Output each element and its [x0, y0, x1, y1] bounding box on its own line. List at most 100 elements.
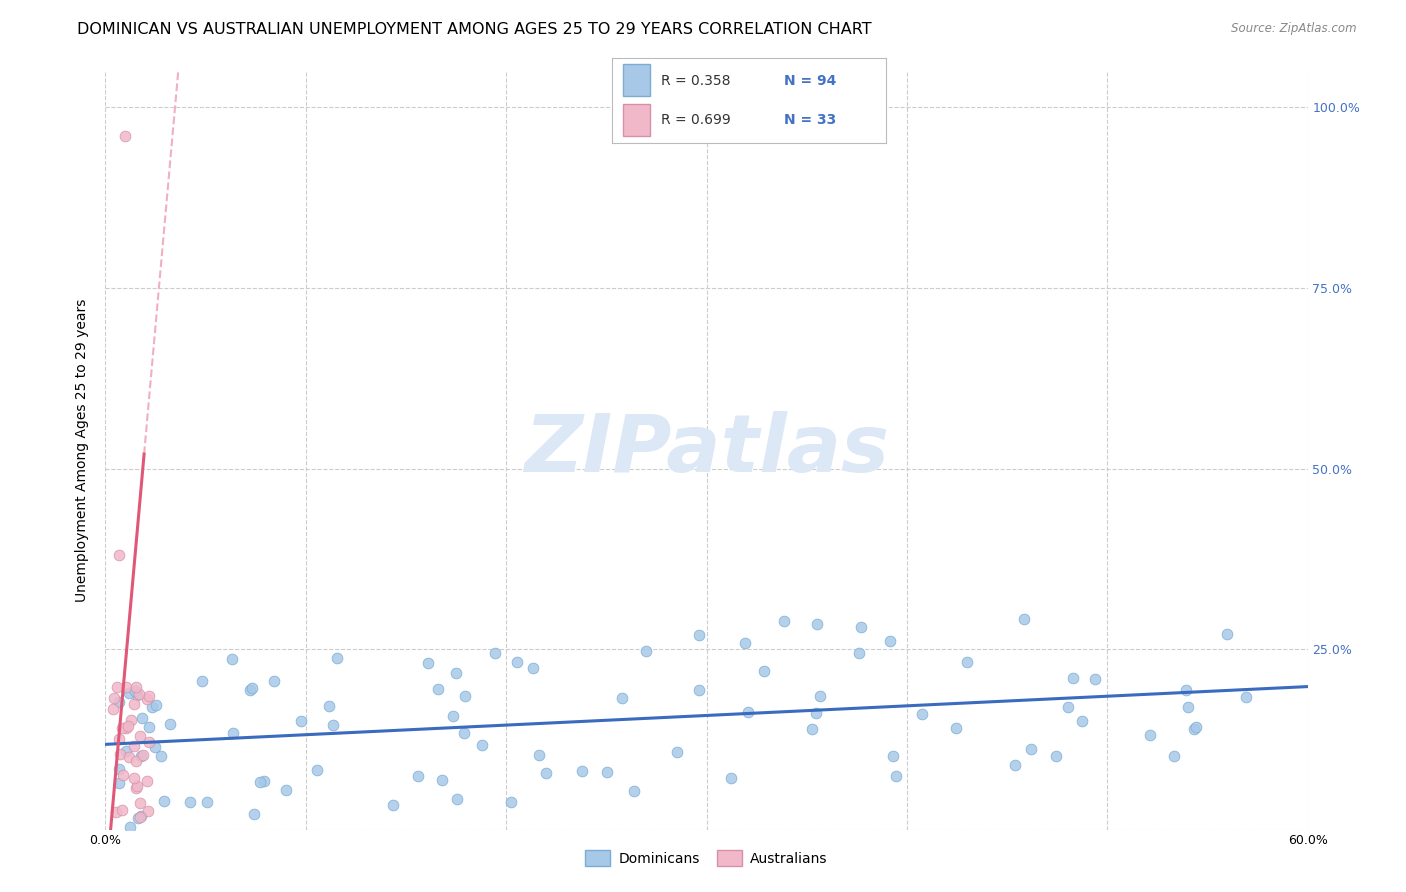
Point [571, 764, 593, 779]
Point [955, 655, 977, 669]
Text: Source: ZipAtlas.com: Source: ZipAtlas.com [1232, 22, 1357, 36]
Point [115, 744, 138, 758]
Point [446, 792, 468, 806]
Point [122, 697, 145, 711]
Point [1019, 742, 1042, 756]
Point [129, 749, 152, 764]
Point [886, 770, 908, 784]
Point [125, 781, 148, 796]
Point [808, 689, 831, 703]
Point [1012, 612, 1035, 626]
Point [114, 129, 136, 144]
Point [484, 646, 506, 660]
Point [851, 620, 873, 634]
Point [290, 714, 312, 729]
Point [115, 721, 138, 735]
Point [129, 809, 152, 823]
Point [634, 643, 657, 657]
Point [522, 660, 544, 674]
Point [752, 664, 775, 678]
Point [322, 718, 344, 732]
Point [107, 695, 129, 709]
Point [111, 722, 134, 736]
Point [527, 747, 550, 762]
Point [141, 700, 163, 714]
Point [1139, 728, 1161, 742]
Point [734, 636, 756, 650]
Point [1177, 699, 1199, 714]
Point [103, 690, 125, 705]
Point [305, 764, 328, 778]
Legend: Dominicans, Australians: Dominicans, Australians [579, 845, 834, 871]
Point [326, 651, 349, 665]
Point [688, 682, 710, 697]
Point [108, 776, 131, 790]
Point [108, 548, 131, 562]
Point [720, 772, 742, 786]
Point [773, 614, 796, 628]
Text: R = 0.358: R = 0.358 [661, 74, 731, 87]
Point [195, 795, 218, 809]
Point [124, 739, 146, 754]
Point [1184, 720, 1206, 734]
Point [1234, 690, 1257, 704]
Point [1216, 627, 1239, 641]
Point [1175, 683, 1198, 698]
Point [804, 706, 827, 720]
Point [806, 616, 828, 631]
Point [666, 745, 689, 759]
Point [150, 749, 173, 764]
Point [107, 732, 129, 747]
Point [114, 680, 136, 694]
Text: DOMINICAN VS AUSTRALIAN UNEMPLOYMENT AMONG AGES 25 TO 29 YEARS CORRELATION CHART: DOMINICAN VS AUSTRALIAN UNEMPLOYMENT AMO… [77, 22, 872, 37]
Point [453, 726, 475, 740]
Text: N = 94: N = 94 [785, 74, 837, 87]
Point [222, 726, 245, 740]
Point [318, 698, 340, 713]
Point [249, 775, 271, 789]
Point [945, 722, 967, 736]
Point [118, 820, 141, 834]
Point [120, 713, 142, 727]
Point [1045, 749, 1067, 764]
Point [117, 750, 139, 764]
Bar [623, 64, 650, 96]
Point [426, 681, 449, 696]
Point [879, 633, 901, 648]
Point [1084, 672, 1107, 686]
Point [105, 681, 128, 695]
Point [131, 711, 153, 725]
Bar [623, 103, 650, 136]
Point [153, 794, 176, 808]
Y-axis label: Unemployment Among Ages 25 to 29 years: Unemployment Among Ages 25 to 29 years [76, 299, 90, 602]
Point [596, 765, 619, 780]
Point [125, 680, 148, 694]
Point [243, 807, 266, 822]
Point [612, 690, 634, 705]
Point [124, 684, 146, 698]
Point [101, 702, 124, 716]
Point [138, 735, 160, 749]
Point [112, 768, 135, 782]
Point [848, 646, 870, 660]
Point [910, 706, 932, 721]
Point [416, 656, 439, 670]
Point [125, 754, 148, 768]
Point [127, 811, 149, 825]
Point [623, 784, 645, 798]
Point [501, 795, 523, 809]
Point [117, 718, 139, 732]
Point [191, 673, 214, 688]
Point [221, 652, 243, 666]
Point [534, 765, 557, 780]
Point [253, 774, 276, 789]
Point [138, 690, 160, 704]
Point [131, 747, 153, 762]
Point [135, 692, 157, 706]
Point [145, 698, 167, 713]
Point [688, 628, 710, 642]
Point [179, 795, 201, 809]
Point [1004, 758, 1026, 772]
Point [432, 772, 454, 787]
Point [110, 747, 132, 761]
